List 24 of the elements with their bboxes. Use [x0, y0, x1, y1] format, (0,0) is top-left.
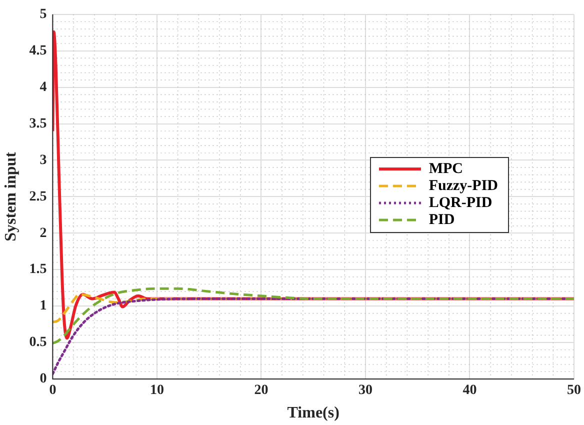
legend-label: Fuzzy-PID: [428, 178, 498, 195]
x-tick-label: 40: [462, 383, 477, 398]
y-axis-title: System input: [2, 151, 20, 242]
y-tick-label: 4.5: [29, 43, 47, 58]
y-tick-label: 4: [40, 80, 47, 95]
x-tick-label: 0: [49, 383, 56, 398]
line-series: [52, 287, 574, 345]
legend-label: PID: [428, 212, 455, 229]
x-tick-label: 50: [567, 383, 581, 398]
x-tick-label: 10: [150, 383, 164, 398]
y-tick-label: 3.5: [29, 116, 47, 132]
y-tick-label: 0.5: [29, 335, 47, 350]
y-tick-label: 1: [40, 298, 47, 314]
y-tick-label: 5: [40, 7, 47, 22]
y-tick-label: 2.5: [29, 189, 47, 204]
legend-label: MPC: [428, 160, 463, 178]
legend-label: LQR-PID: [428, 194, 492, 212]
x-axis-title: Time(s): [287, 404, 340, 422]
x-tick-label: 20: [254, 383, 268, 398]
y-tick-label: 0: [40, 372, 47, 387]
y-tick-label: 3: [40, 152, 47, 168]
x-tick-label: 30: [358, 383, 372, 398]
y-tick-label: 2: [40, 226, 47, 241]
y-tick-label: 1.5: [29, 262, 47, 278]
